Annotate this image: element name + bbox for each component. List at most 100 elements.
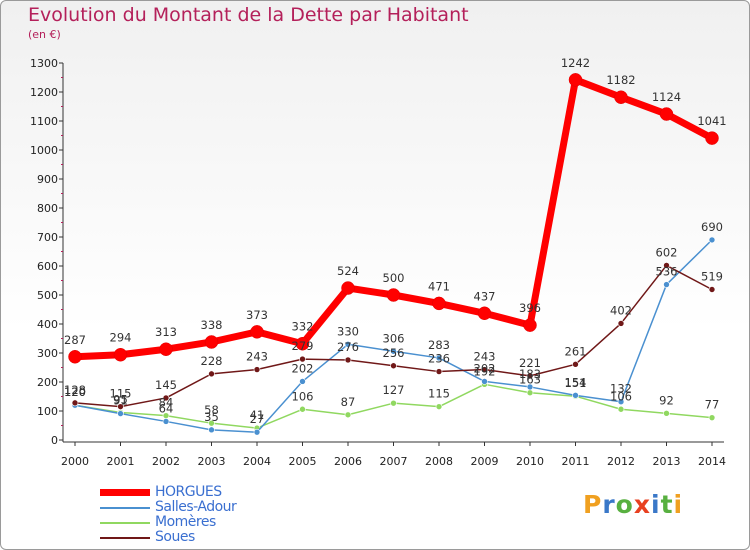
data-label: 294 [110, 331, 132, 345]
x-tick-label: 2000 [61, 455, 89, 468]
data-label: 228 [201, 354, 223, 368]
data-point [162, 394, 170, 402]
data-label: 256 [383, 346, 405, 360]
legend-item: Momères [100, 515, 360, 530]
data-label: 524 [337, 264, 359, 278]
data-point [299, 355, 306, 363]
data-label: 91 [113, 394, 128, 408]
data-label: 373 [246, 308, 268, 322]
data-point [526, 389, 534, 397]
data-label: 87 [341, 395, 356, 409]
data-point [295, 336, 310, 351]
legend-label: Momères [155, 514, 216, 530]
data-label: 279 [292, 339, 314, 353]
data-label: 437 [474, 289, 496, 303]
data-label: 330 [337, 324, 359, 338]
data-point [117, 410, 124, 417]
legend-item: HORGUES [100, 485, 360, 500]
data-label: 243 [474, 350, 496, 364]
data-point [341, 281, 355, 295]
data-label: 192 [474, 364, 496, 378]
data-point [526, 383, 534, 391]
data-point [659, 107, 674, 121]
x-tick-label: 2007 [380, 455, 408, 468]
y-tick-label: 1200 [30, 86, 58, 99]
data-label: 92 [659, 393, 674, 407]
y-tick-label: 700 [37, 231, 58, 244]
data-point [617, 320, 625, 327]
data-label: 287 [64, 333, 86, 347]
data-point [708, 236, 716, 244]
y-tick-label: 800 [37, 202, 58, 215]
data-label: 202 [474, 361, 496, 375]
x-tick-label: 2012 [607, 455, 635, 468]
data-label: 536 [656, 265, 678, 279]
data-label: 261 [565, 344, 587, 358]
data-label: 1124 [652, 90, 681, 104]
data-label: 132 [610, 382, 632, 396]
data-label: 145 [155, 378, 177, 392]
data-label: 77 [705, 398, 720, 412]
data-point [617, 405, 625, 413]
logo-letter: i [651, 490, 661, 519]
x-tick-label: 2011 [562, 455, 590, 468]
data-point [617, 398, 625, 406]
y-tick-label: 1300 [30, 57, 58, 70]
data-label: 500 [383, 271, 405, 285]
data-point [253, 428, 261, 436]
x-tick-label: 2010 [516, 455, 544, 468]
data-point [162, 418, 170, 425]
data-label: 64 [159, 401, 174, 415]
data-label: 1182 [606, 73, 635, 87]
data-label: 151 [565, 376, 587, 390]
data-point [390, 399, 397, 407]
data-point [435, 368, 443, 375]
data-point [204, 335, 219, 349]
data-label: 95 [113, 392, 128, 406]
data-point [390, 362, 397, 370]
data-point [113, 347, 128, 362]
y-tick-label: 1100 [30, 115, 58, 128]
x-tick-label: 2008 [425, 455, 453, 468]
data-point [526, 372, 534, 380]
logo-letter: o [615, 490, 634, 519]
legend-item: Salles-Adour [100, 500, 360, 515]
legend-swatch [100, 489, 150, 496]
data-label: 332 [292, 320, 314, 334]
data-label: 602 [656, 245, 678, 259]
data-label: 163 [519, 373, 541, 387]
data-label: 115 [110, 387, 132, 401]
data-point [523, 318, 537, 332]
data-point [253, 366, 261, 373]
y-tick-label: 300 [37, 347, 58, 360]
data-label: 154 [565, 375, 587, 389]
y-tick-label: 400 [37, 318, 58, 331]
data-point [71, 399, 79, 407]
data-point [344, 356, 352, 364]
x-tick-label: 2003 [198, 455, 226, 468]
data-point [344, 340, 352, 348]
y-tick-label: 0 [51, 434, 58, 447]
chart-title: Evolution du Montant de la Dette par Hab… [28, 4, 469, 26]
data-label: 106 [610, 389, 632, 403]
data-label: 128 [64, 383, 86, 397]
legend-swatch [100, 537, 150, 539]
data-point [572, 392, 579, 399]
x-tick-label: 2009 [471, 455, 499, 468]
proxiti-logo: Proxiti [583, 490, 683, 519]
data-point [435, 403, 443, 410]
data-label: 1041 [697, 114, 726, 128]
x-tick-label: 2002 [152, 455, 180, 468]
data-point [614, 90, 628, 104]
logo-letter: P [583, 490, 603, 519]
legend-item: Soues [100, 530, 360, 545]
chart-subtitle: (en €) [28, 28, 61, 41]
data-label: 35 [204, 410, 219, 424]
data-label: 236 [428, 352, 450, 366]
data-point [705, 131, 719, 145]
logo-letter: r [602, 490, 616, 519]
data-point [68, 350, 82, 364]
y-tick-label: 600 [37, 260, 58, 273]
data-label: 58 [204, 403, 219, 417]
